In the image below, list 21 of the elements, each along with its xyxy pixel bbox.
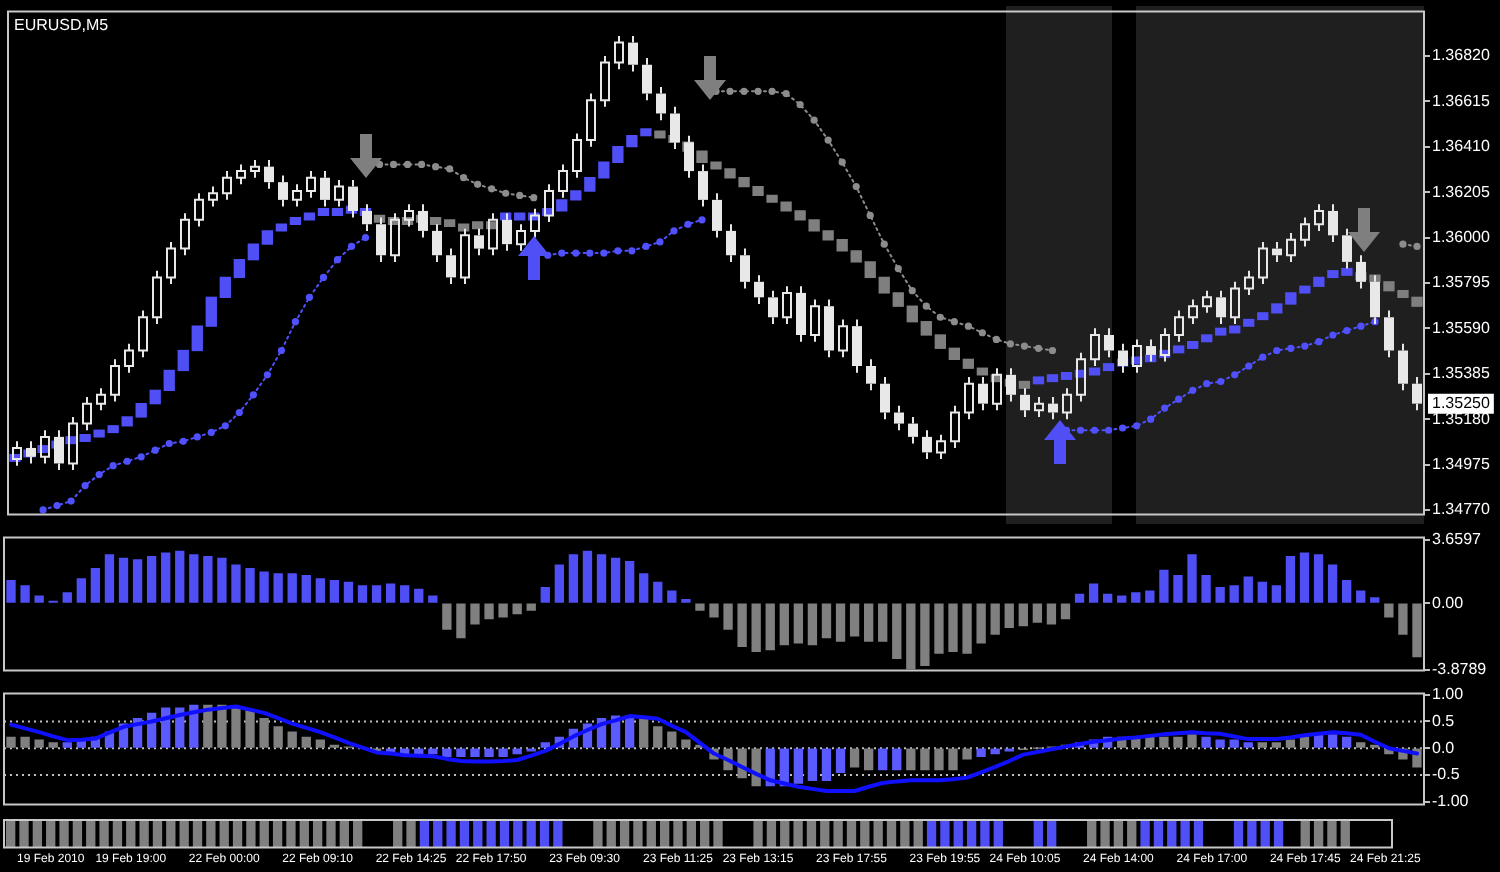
y-tick-label: 1.36615	[1432, 91, 1491, 110]
y-tick-label: 1.35795	[1432, 273, 1491, 292]
y-tick-label: 1.00	[1432, 685, 1465, 704]
chart-title: EURUSD,M5	[14, 16, 110, 35]
y-tick-label: -3.8789	[1432, 660, 1488, 679]
y-tick-label: 0.5	[1432, 711, 1456, 730]
y-tick-label: -0.5	[1432, 765, 1461, 784]
annotation: 1.35250	[1432, 394, 1491, 413]
y-tick-label: 1.34975	[1432, 454, 1491, 473]
y-tick-label: 1.35590	[1432, 318, 1491, 337]
y-tick-label: 1.35180	[1432, 409, 1491, 428]
y-tick-label: 1.34770	[1432, 500, 1491, 519]
y-tick-label: 1.35385	[1432, 364, 1491, 383]
y-tick-label: -1.00	[1432, 792, 1470, 811]
y-tick-label: 1.36410	[1432, 137, 1491, 156]
y-tick-label: 1.36000	[1432, 227, 1491, 246]
y-tick-label: 1.36205	[1432, 182, 1491, 201]
y-tick-label: 3.6597	[1432, 530, 1483, 549]
y-tick-label: 0.00	[1432, 593, 1465, 612]
y-tick-label: 0.0	[1432, 738, 1456, 757]
y-tick-label: 1.36820	[1432, 46, 1491, 65]
